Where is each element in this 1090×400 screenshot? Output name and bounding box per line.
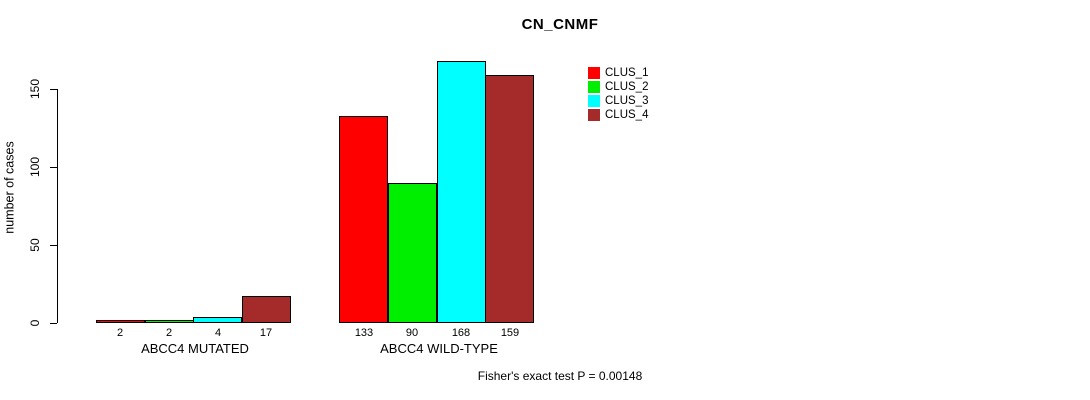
y-tick-mark (50, 166, 57, 168)
bar-value-label: 168 (451, 327, 471, 339)
bar-clus_1-group1 (96, 320, 145, 323)
fisher-test-annotation: Fisher's exact test P = 0.00148 (477, 369, 643, 383)
bar-clus_2-group1 (145, 320, 194, 323)
legend-item-clus_2: CLUS_2 (588, 80, 648, 94)
legend-swatch (588, 109, 600, 121)
legend-item-clus_3: CLUS_3 (588, 94, 648, 108)
legend-label: CLUS_3 (605, 95, 649, 107)
bar-value-label: 2 (165, 327, 173, 339)
chart-title: CN_CNMF (521, 16, 599, 33)
y-tick-label: 100 (28, 156, 42, 178)
bar-clus_4-group1 (242, 296, 291, 323)
y-tick-label: 0 (28, 319, 42, 327)
bar-clus_2-group2 (388, 183, 437, 323)
legend-label: CLUS_4 (605, 109, 649, 121)
bar-clus_3-group1 (193, 317, 242, 323)
legend-swatch (588, 67, 600, 79)
y-tick-label: 50 (28, 238, 42, 252)
bar-clus_3-group2 (437, 61, 486, 323)
bar-value-label: 90 (405, 327, 419, 339)
bar-value-label: 2 (116, 327, 124, 339)
bar-value-label: 159 (500, 327, 520, 339)
legend-swatch (588, 81, 600, 93)
legend-label: CLUS_2 (605, 81, 649, 93)
y-tick-label: 150 (28, 78, 42, 100)
legend: CLUS_1 CLUS_2 CLUS_3 CLUS_4 (588, 66, 648, 122)
x-group-label-wildtype: ABCC4 WILD-TYPE (380, 341, 498, 356)
y-axis-line (57, 89, 58, 323)
legend-label: CLUS_1 (605, 67, 649, 79)
y-tick-mark (50, 88, 57, 90)
bar-value-label: 17 (259, 327, 273, 339)
y-tick-mark (50, 244, 57, 246)
bar-value-label: 4 (214, 327, 222, 339)
y-axis-title: number of cases (2, 141, 17, 234)
bar-clus_1-group2 (339, 116, 388, 323)
legend-item-clus_1: CLUS_1 (588, 66, 648, 80)
legend-swatch (588, 95, 600, 107)
bar-clus_4-group2 (485, 75, 534, 323)
x-group-label-mutated: ABCC4 MUTATED (141, 341, 249, 356)
y-tick-mark (50, 322, 57, 324)
bar-value-label: 133 (354, 327, 374, 339)
legend-item-clus_4: CLUS_4 (588, 108, 648, 122)
